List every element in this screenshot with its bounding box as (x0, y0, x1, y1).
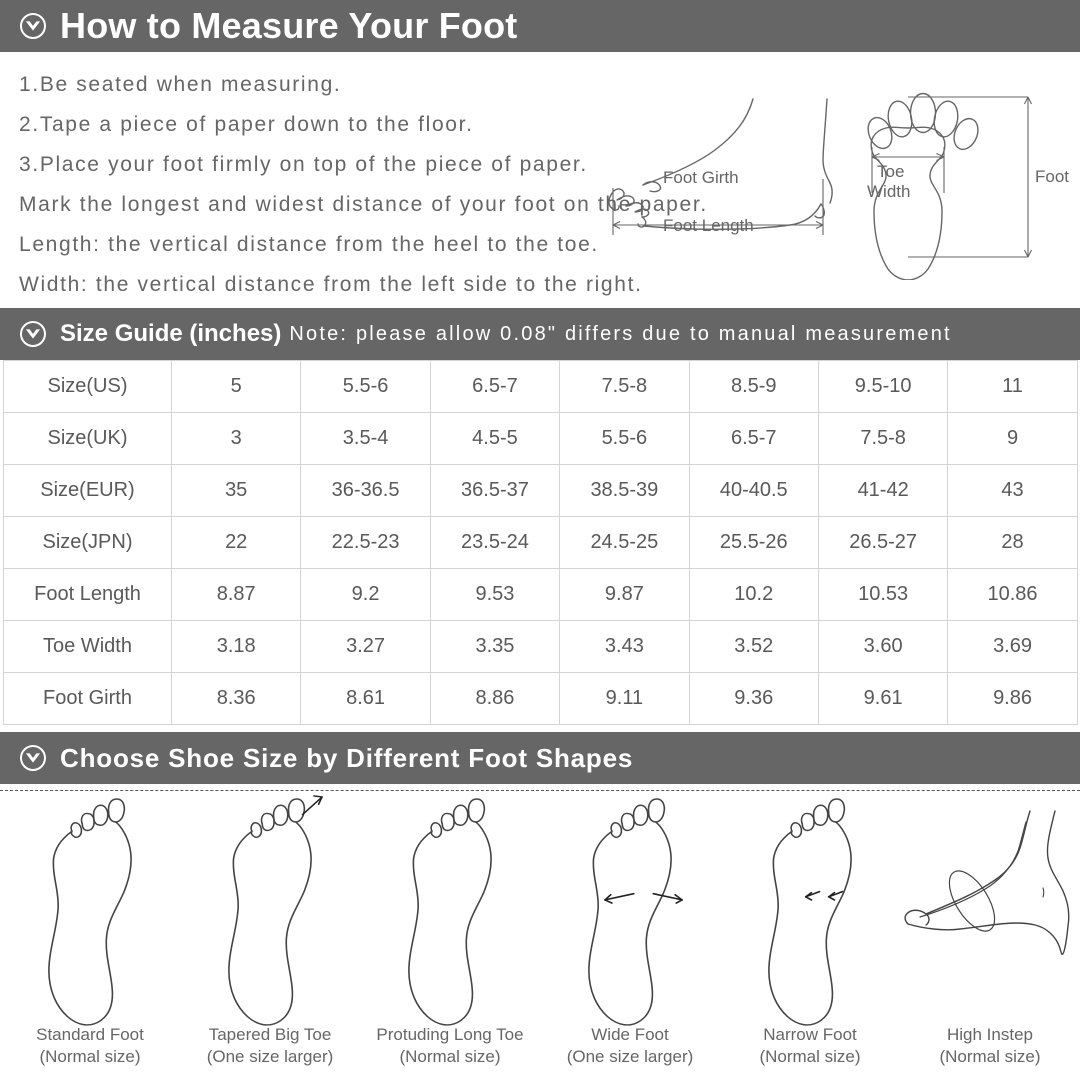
svg-text:Foot Girth: Foot Girth (663, 168, 739, 187)
svg-text:Width: Width (867, 182, 910, 201)
svg-text:Toe: Toe (877, 162, 904, 181)
svg-text:Foot Length: Foot Length (663, 216, 754, 235)
svg-text:Foot Length: Foot Length (1035, 167, 1075, 186)
